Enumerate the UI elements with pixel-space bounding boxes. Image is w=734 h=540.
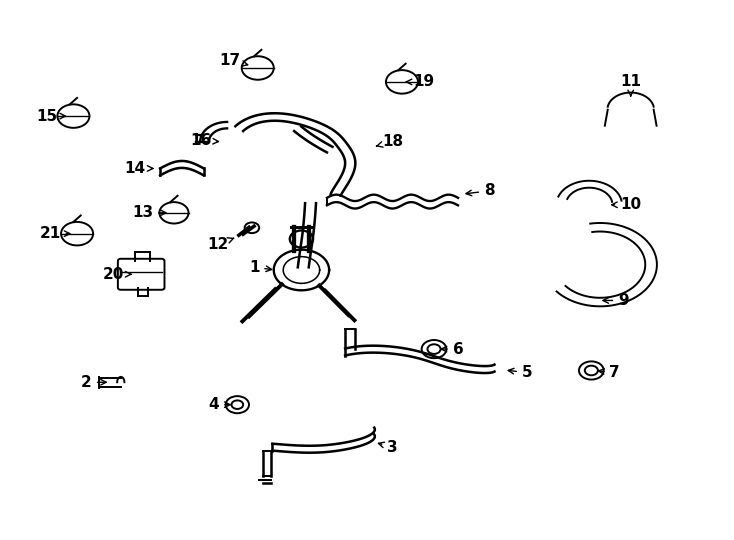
Text: 13: 13	[132, 205, 166, 220]
Text: 21: 21	[40, 226, 70, 241]
Text: 2: 2	[81, 375, 106, 390]
Text: 20: 20	[103, 267, 131, 282]
Text: 15: 15	[36, 109, 65, 124]
Text: 12: 12	[207, 237, 234, 252]
Text: 16: 16	[190, 133, 219, 148]
Text: 1: 1	[249, 260, 272, 275]
Text: 18: 18	[377, 134, 403, 149]
Text: 17: 17	[219, 53, 247, 68]
Text: 14: 14	[125, 161, 153, 176]
Text: 3: 3	[379, 440, 398, 455]
Text: 11: 11	[620, 75, 642, 96]
Text: 7: 7	[599, 365, 620, 380]
Text: 8: 8	[466, 184, 495, 198]
Text: 9: 9	[603, 293, 629, 308]
Text: 6: 6	[441, 342, 463, 356]
Text: 4: 4	[208, 397, 230, 412]
Text: 19: 19	[407, 75, 435, 90]
Text: 10: 10	[611, 197, 642, 212]
Text: 5: 5	[508, 365, 533, 380]
